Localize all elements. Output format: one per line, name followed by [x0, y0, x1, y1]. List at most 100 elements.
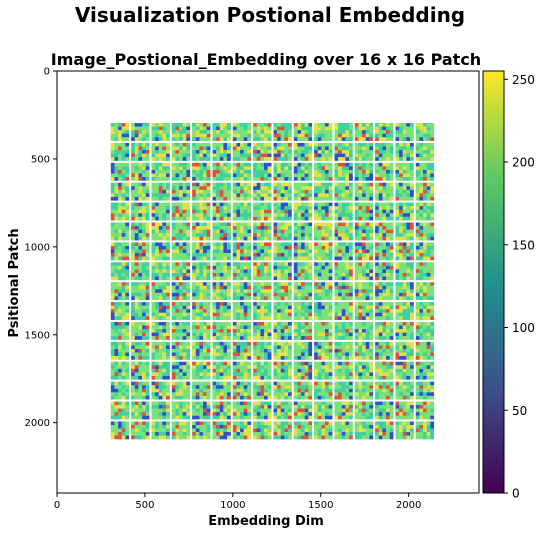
embedding-patch	[110, 222, 130, 241]
embedding-patch	[232, 142, 252, 161]
embedding-patch	[131, 361, 150, 380]
y-tick-label: 1500	[25, 330, 50, 341]
embedding-patch	[171, 222, 191, 241]
embedding-patch	[212, 202, 231, 221]
embedding-patch	[131, 282, 150, 301]
embedding-patch	[314, 242, 333, 261]
embedding-patch	[375, 322, 394, 340]
embedding-patch	[171, 242, 191, 261]
embedding-patch	[334, 302, 353, 320]
embedding-patch	[192, 322, 211, 340]
embedding-patch	[314, 401, 333, 420]
colorbar-tick-label: 0	[512, 487, 520, 501]
embedding-patch	[273, 222, 292, 241]
embedding-patch	[395, 381, 414, 400]
embedding-patch	[293, 302, 313, 320]
embedding-patch	[273, 242, 292, 261]
embedding-patch	[395, 341, 414, 360]
embedding-patch	[131, 341, 150, 360]
embedding-patch	[192, 123, 211, 141]
embedding-patch	[192, 302, 211, 320]
embedding-patch	[110, 401, 130, 420]
embedding-patch	[212, 401, 231, 420]
embedding-patch	[375, 123, 394, 141]
embedding-patch	[395, 142, 414, 161]
embedding-patch	[314, 142, 333, 161]
embedding-patch	[273, 361, 292, 380]
embedding-patch	[232, 242, 252, 261]
embedding-patch	[192, 222, 211, 241]
embedding-patch	[192, 341, 211, 360]
embedding-patch	[314, 262, 333, 281]
embedding-patch	[212, 123, 231, 141]
embedding-patch	[192, 142, 211, 161]
embedding-patch	[354, 341, 374, 360]
embedding-patch	[395, 401, 414, 420]
embedding-patch	[171, 123, 191, 141]
embedding-patch	[151, 202, 170, 221]
embedding-patch	[293, 322, 313, 340]
embedding-patch	[334, 401, 353, 420]
embedding-patch	[151, 421, 170, 440]
embedding-patch	[212, 262, 231, 281]
embedding-patch	[375, 162, 394, 181]
embedding-patch	[212, 381, 231, 400]
embedding-patch	[273, 182, 292, 201]
embedding-patch	[314, 222, 333, 241]
embedding-patch	[110, 123, 130, 141]
embedding-patch	[354, 182, 374, 201]
embedding-patch	[415, 182, 435, 201]
embedding-patch	[314, 202, 333, 221]
embedding-patch	[395, 302, 414, 320]
embedding-patch	[212, 242, 231, 261]
embedding-patch	[375, 401, 394, 420]
embedding-patch	[293, 142, 313, 161]
embedding-patch	[192, 401, 211, 420]
embedding-patch	[314, 361, 333, 380]
embedding-patch	[415, 401, 435, 420]
embedding-patch	[151, 361, 170, 380]
colorbar: 0 50 100 150 200 250	[482, 70, 535, 501]
embedding-patch	[110, 322, 130, 340]
embedding-patch	[395, 182, 414, 201]
embedding-patch	[375, 202, 394, 221]
embedding-patch	[354, 222, 374, 241]
embedding-patch	[232, 341, 252, 360]
embedding-patch	[293, 202, 313, 221]
embedding-patch	[253, 123, 272, 141]
embedding-patch	[232, 401, 252, 420]
embedding-patch	[415, 123, 435, 141]
embedding-patch	[232, 262, 252, 281]
embedding-patch	[314, 162, 333, 181]
embedding-patch	[253, 222, 272, 241]
embedding-patch	[314, 302, 333, 320]
y-tick-label: 0	[44, 67, 50, 78]
embedding-patch	[192, 262, 211, 281]
embedding-patch	[110, 381, 130, 400]
embedding-patch	[212, 142, 231, 161]
embedding-patch	[273, 401, 292, 420]
embedding-patch	[253, 202, 272, 221]
embedding-patch	[253, 361, 272, 380]
embedding-patch	[273, 142, 292, 161]
embedding-patch	[192, 282, 211, 301]
embedding-patch	[192, 182, 211, 201]
embedding-patch	[395, 361, 414, 380]
embedding-patch	[273, 123, 292, 141]
embedding-patch	[171, 182, 191, 201]
embedding-patch	[273, 341, 292, 360]
embedding-patch	[415, 222, 435, 241]
x-axis-label: Embedding Dim	[208, 514, 324, 529]
embedding-patch	[354, 421, 374, 440]
colorbar-tick-label: 150	[512, 238, 535, 252]
colorbar-frame	[482, 70, 505, 494]
embedding-patch	[171, 341, 191, 360]
embedding-patch	[375, 361, 394, 380]
y-tick-label: 500	[31, 154, 50, 165]
embedding-patch	[253, 381, 272, 400]
colorbar-tick-label: 200	[512, 156, 535, 170]
embedding-patch	[212, 302, 231, 320]
embedding-patch	[131, 421, 150, 440]
embedding-patch	[334, 202, 353, 221]
embedding-patch	[354, 162, 374, 181]
